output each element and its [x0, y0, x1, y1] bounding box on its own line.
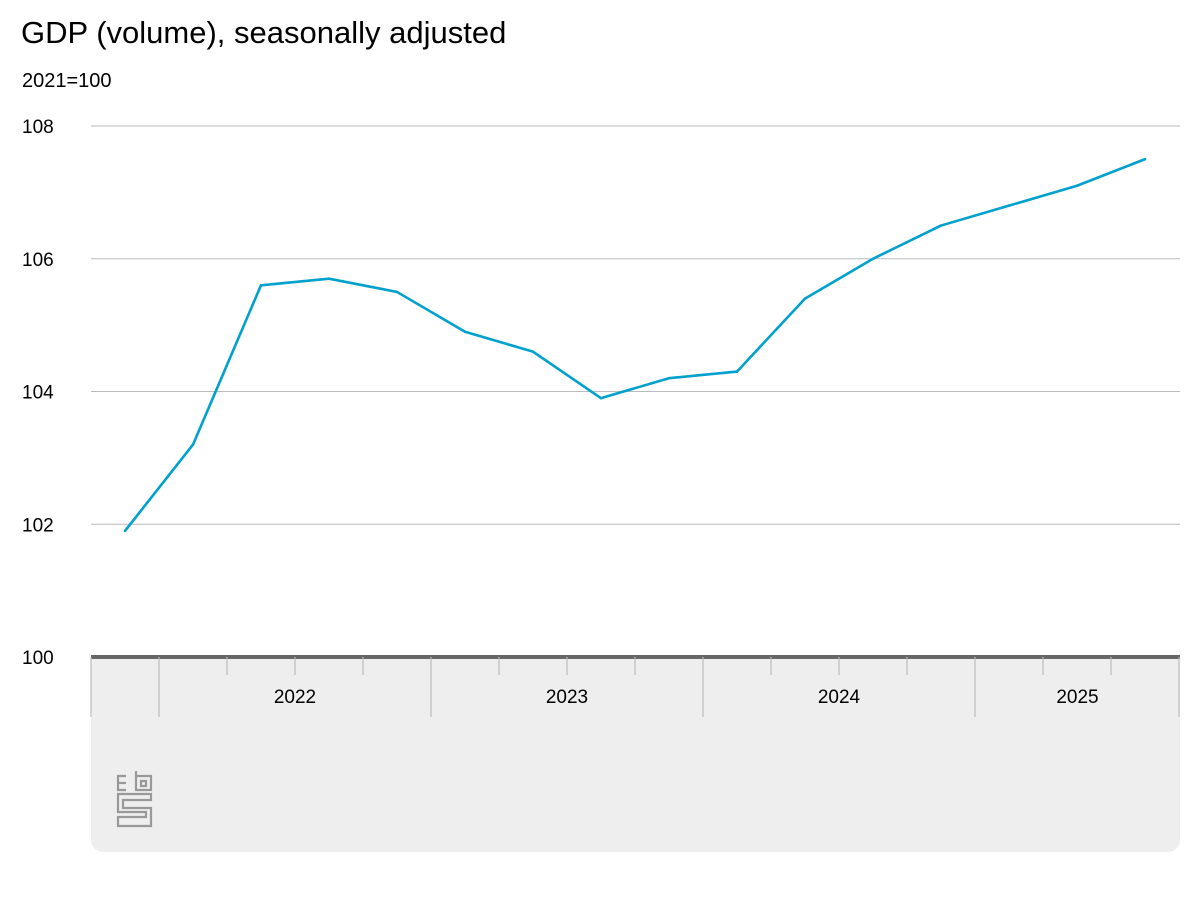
x-year-label: 2023 — [546, 687, 588, 708]
data-point — [191, 443, 195, 446]
data-point — [1143, 157, 1147, 161]
y-tick-label: 106 — [22, 250, 54, 271]
data-point — [1007, 204, 1011, 207]
axis-panel — [91, 657, 1180, 852]
y-tick-label: 108 — [22, 117, 54, 138]
y-tick-label: 100 — [22, 648, 54, 669]
data-point — [395, 290, 399, 294]
data-point — [599, 396, 603, 400]
chart-title: GDP (volume), seasonally adjusted — [21, 15, 507, 50]
y-tick-label: 104 — [22, 383, 54, 404]
chart-subtitle: 2021=100 — [22, 70, 112, 92]
data-point — [667, 376, 671, 380]
data-point — [735, 370, 739, 373]
data-point — [939, 224, 943, 227]
data-point — [1075, 184, 1079, 188]
data-point — [123, 529, 127, 533]
y-tick-label: 102 — [22, 515, 54, 536]
x-year-label: 2025 — [1056, 687, 1098, 708]
data-point — [531, 350, 535, 353]
cbs-logo — [116, 771, 153, 828]
gdp-line — [123, 157, 1146, 532]
x-year-label: 2022 — [274, 687, 316, 708]
data-point — [259, 284, 263, 287]
data-point — [871, 257, 875, 261]
data-point — [327, 277, 331, 280]
data-point — [463, 330, 467, 334]
data-point — [803, 297, 807, 300]
x-year-label: 2024 — [818, 687, 861, 708]
